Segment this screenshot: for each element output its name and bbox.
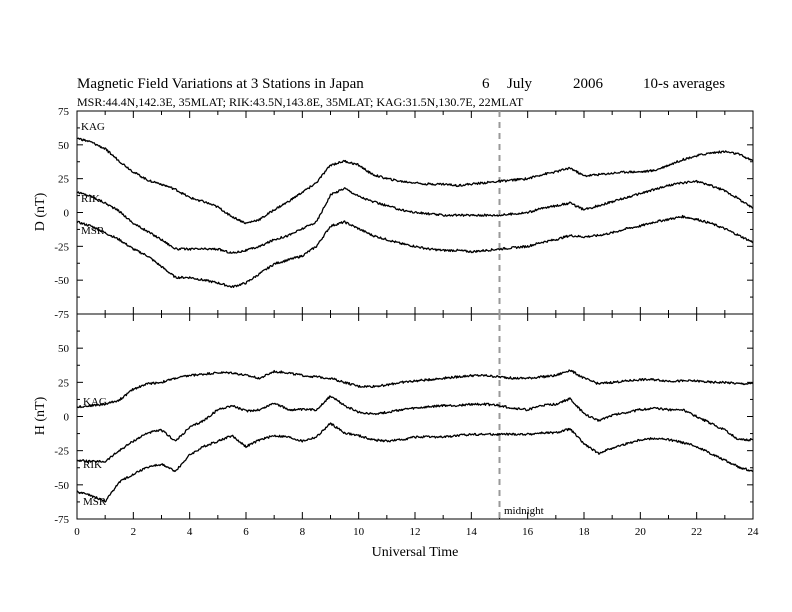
xtick-label: 18 — [579, 526, 591, 538]
title-day: 6 — [482, 76, 490, 92]
title-month: July — [507, 76, 533, 92]
d-ytick-label: -25 — [54, 241, 69, 253]
xtick-label: 6 — [243, 526, 249, 538]
h-ytick-label: 25 — [58, 377, 70, 389]
d-ytick-label: 75 — [58, 106, 70, 118]
chart-header: Magnetic Field Variations at 3 Stations … — [77, 76, 725, 109]
d-ytick-label: 0 — [64, 208, 70, 220]
d-label-kag: KAG — [81, 121, 105, 133]
h-ytick-label: 0 — [64, 412, 70, 424]
title-averages: 10-s averages — [643, 76, 725, 92]
h-series-kag — [76, 369, 754, 409]
xtick-label: 8 — [300, 526, 306, 538]
title-year: 2006 — [573, 76, 604, 92]
d-ytick-label: -75 — [54, 309, 69, 321]
series-layer — [76, 111, 754, 519]
h-ytick-label: -50 — [54, 480, 69, 492]
xtick-label: 2 — [131, 526, 137, 538]
d-series-kag — [76, 137, 754, 225]
xtick-label: 24 — [748, 526, 760, 538]
h-panel-frame — [76, 313, 754, 520]
h-ytick-label: 50 — [58, 343, 70, 355]
title-main: Magnetic Field Variations at 3 Stations … — [77, 76, 364, 92]
d-series-rik — [76, 179, 754, 254]
xtick-label: 0 — [74, 526, 80, 538]
d-series-msr — [76, 214, 754, 289]
h-ytick-label: -25 — [54, 446, 69, 458]
d-ytick-label: -50 — [54, 275, 69, 287]
xtick-label: 12 — [410, 526, 421, 538]
d-panel-ylabel: D (nT) — [33, 192, 48, 231]
xtick-label: 22 — [691, 526, 702, 538]
xtick-label: 14 — [466, 526, 478, 538]
xtick-label: 16 — [522, 526, 534, 538]
x-axis-label: Universal Time — [372, 545, 459, 560]
d-ytick-label: 25 — [58, 174, 70, 186]
h-label-rik: RIK — [83, 459, 102, 471]
xtick-label: 10 — [353, 526, 365, 538]
h-ytick-label: -75 — [54, 514, 69, 526]
subtitle-stations: MSR:44.4N,142.3E, 35MLAT; RIK:43.5N,143.… — [77, 95, 524, 109]
d-label-rik: RIK — [81, 193, 100, 205]
d-ytick-label: 50 — [58, 140, 70, 152]
h-series-rik — [76, 395, 754, 464]
h-panel-ylabel: H (nT) — [33, 396, 48, 435]
h-label-msr: MSR — [83, 496, 107, 508]
xtick-label: 4 — [187, 526, 193, 538]
h-label-kag: KAG — [83, 396, 107, 408]
midnight-annotation: midnight — [504, 505, 544, 517]
h-series-msr — [76, 422, 754, 503]
d-label-msr: MSR — [81, 225, 105, 237]
station-labels-layer: KAG RIK MSR KAG RIK MSR — [81, 121, 107, 508]
xtick-label: 20 — [635, 526, 647, 538]
